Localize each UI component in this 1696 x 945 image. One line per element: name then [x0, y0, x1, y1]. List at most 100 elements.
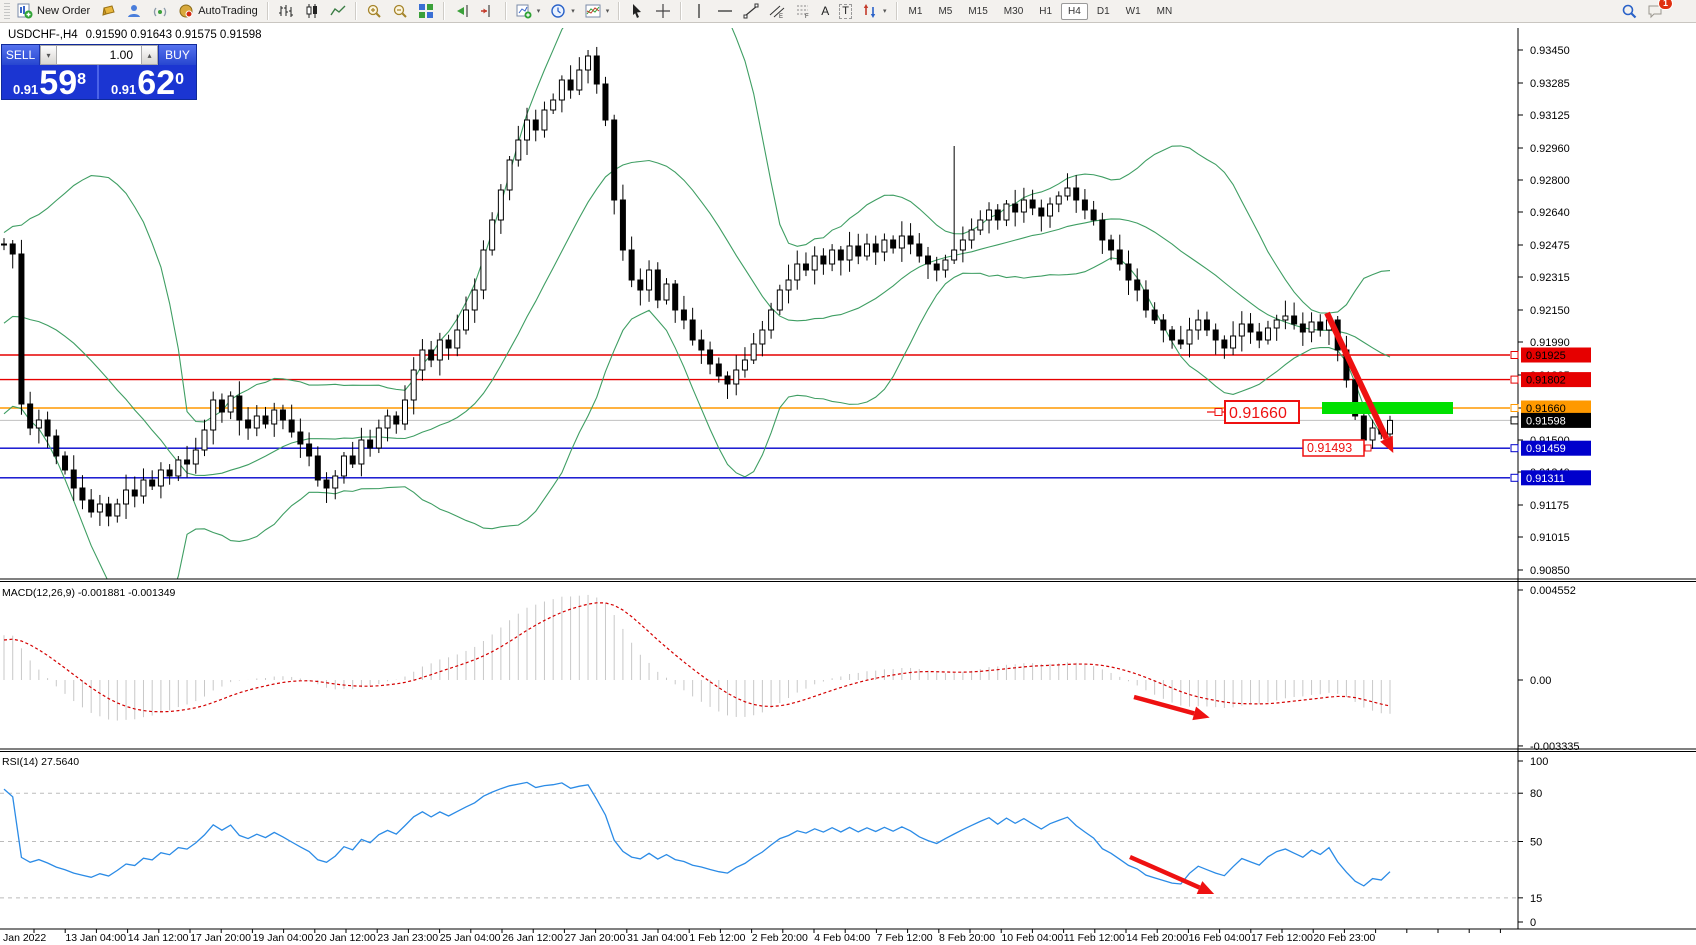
- volume-input[interactable]: 1.00: [57, 45, 141, 65]
- crosshair-tool-button[interactable]: [650, 0, 676, 22]
- zoom-in-button[interactable]: [361, 0, 387, 22]
- bollinger-bands: [3, 28, 1391, 579]
- timeframe-button-H1[interactable]: H1: [1039, 5, 1053, 17]
- depth-of-market-button[interactable]: [121, 0, 147, 22]
- toolbar-separator: [680, 2, 683, 20]
- line-chart-icon: [330, 3, 346, 19]
- text-tool-button[interactable]: A: [816, 0, 834, 22]
- trendline-tool-button[interactable]: [738, 0, 764, 22]
- svg-text:0.91925: 0.91925: [1526, 350, 1566, 362]
- price-line-tag: [1521, 400, 1591, 416]
- new-chart-dropdown[interactable]: [511, 0, 546, 22]
- buy-button[interactable]: BUY: [158, 45, 196, 65]
- new-order-label: New Order: [37, 5, 91, 17]
- new-order-button[interactable]: New Order: [12, 0, 95, 22]
- toolbar-separator: [266, 2, 269, 20]
- timeframe-button-M5[interactable]: M5: [938, 5, 953, 17]
- svg-text:23 Jan 23:00: 23 Jan 23:00: [377, 932, 438, 944]
- autotrading-button[interactable]: AutoTrading: [173, 0, 263, 22]
- cursor-icon: [629, 3, 645, 19]
- macd-label: MACD(12,26,9) -0.001881 -0.001349: [2, 587, 176, 599]
- trend-arrow-main-head: [1380, 435, 1394, 454]
- timeframe-button-H4[interactable]: H4: [1061, 2, 1088, 20]
- svg-text:16 Feb 04:00: 16 Feb 04:00: [1189, 932, 1251, 944]
- svg-text:0.91015: 0.91015: [1530, 532, 1570, 544]
- vertical-line-tool-button[interactable]: [686, 0, 712, 22]
- label-tool-button[interactable]: T: [834, 0, 857, 22]
- candlestick-chart-icon: [304, 3, 320, 19]
- timeframe-button-W1[interactable]: W1: [1125, 5, 1141, 17]
- timeframe-button-D1[interactable]: D1: [1096, 5, 1110, 17]
- sell-price-superscript: 8: [77, 71, 87, 88]
- timeframe-button-MN[interactable]: MN: [1156, 5, 1173, 17]
- svg-text:0.00: 0.00: [1530, 675, 1551, 687]
- line-chart-mode-button[interactable]: [325, 0, 351, 22]
- svg-text:0.004552: 0.004552: [1530, 585, 1576, 597]
- toolbar-separator: [895, 2, 898, 20]
- fibonacci-tool-button[interactable]: F: [790, 0, 816, 22]
- svg-text:26 Jan 12:00: 26 Jan 12:00: [502, 932, 563, 944]
- label-tool-icon: T: [839, 3, 853, 19]
- sell-price[interactable]: 0.91 59 8: [2, 65, 99, 100]
- volume-up-icon: ▴: [147, 50, 152, 60]
- svg-text:0.92960: 0.92960: [1530, 143, 1570, 155]
- svg-text:7 Feb 12:00: 7 Feb 12:00: [877, 932, 933, 944]
- price-callout-box[interactable]: [1224, 400, 1300, 424]
- trend-arrow-rsi[interactable]: [1129, 854, 1201, 890]
- auto-scroll-button[interactable]: [449, 0, 475, 22]
- autotrading-icon: [178, 3, 194, 19]
- timeframe-button-M1[interactable]: M1: [908, 5, 923, 17]
- zoom-out-button[interactable]: [387, 0, 413, 22]
- svg-text:0.91660: 0.91660: [1526, 403, 1566, 415]
- gold-button[interactable]: [95, 0, 121, 22]
- indicators-dropdown[interactable]: [580, 0, 615, 22]
- rsi-line: [3, 781, 1391, 887]
- channel-tool-button[interactable]: E: [764, 0, 790, 22]
- price-callout-box[interactable]: [1302, 439, 1365, 457]
- trend-arrow-main[interactable]: [1324, 311, 1390, 440]
- bar-chart-mode-button[interactable]: [273, 0, 299, 22]
- sell-button[interactable]: SELL: [2, 45, 40, 65]
- time-axis[interactable]: Jan 2022 13 Jan 04:00 14 Jan 12:00 17 Jan 2…: [3, 929, 1501, 944]
- price-axis[interactable]: 0.93450 0.93285 0.93125 0.92960 0.92800 0.926…: [1510, 45, 1591, 577]
- timeframe-button-M15[interactable]: M15: [968, 5, 988, 17]
- period-dropdown[interactable]: [545, 0, 580, 22]
- symbol-period-label: USDCHF-,H4: [8, 29, 78, 41]
- indicators-icon: [585, 3, 601, 19]
- volume-up-button[interactable]: ▴: [141, 45, 158, 65]
- svg-text:19 Jan 04:00: 19 Jan 04:00: [253, 932, 314, 944]
- svg-text:27 Jan 20:00: 27 Jan 20:00: [565, 932, 626, 944]
- indicator-axes: 0.004552 0.00 -0.003335 100 80 50 15 0: [1518, 585, 1580, 929]
- shapes-dropdown[interactable]: [857, 0, 892, 22]
- sell-price-prefix: 0.91: [12, 82, 39, 97]
- signal-icon: [152, 3, 168, 19]
- green-highlight-bar[interactable]: [1322, 402, 1453, 414]
- trend-arrow-macd[interactable]: [1133, 694, 1195, 716]
- search-button[interactable]: [1616, 0, 1642, 22]
- horizontal-line-tool-button[interactable]: [712, 0, 738, 22]
- bar-chart-icon: [278, 3, 294, 19]
- macd-signal-line: [3, 602, 1391, 713]
- shapes-icon: [862, 3, 878, 19]
- timeframe-button-M30[interactable]: M30: [1003, 5, 1024, 17]
- equidistant-channel-icon: E: [769, 3, 785, 20]
- notifications-button[interactable]: 1: [1642, 0, 1673, 22]
- vertical-line-icon: [691, 3, 707, 19]
- buy-price[interactable]: 0.91 62 0: [99, 65, 196, 100]
- cursor-tool-button[interactable]: [624, 0, 650, 22]
- horizontal-line-icon: [717, 3, 733, 19]
- tile-windows-icon: [418, 3, 434, 19]
- signal-button[interactable]: [147, 0, 173, 22]
- toolbar-grip[interactable]: [4, 3, 10, 19]
- candle-chart-mode-button[interactable]: [299, 0, 325, 22]
- chart-shift-button[interactable]: [475, 0, 501, 22]
- tile-windows-button[interactable]: [413, 0, 439, 22]
- zoom-out-icon: [392, 3, 408, 19]
- volume-down-icon: ▾: [46, 50, 51, 60]
- svg-text:10 Feb 04:00: 10 Feb 04:00: [1001, 932, 1063, 944]
- svg-text:15: 15: [1530, 893, 1542, 905]
- svg-text:14 Jan 12:00: 14 Jan 12:00: [128, 932, 189, 944]
- volume-down-button[interactable]: ▾: [40, 45, 57, 65]
- svg-text:100: 100: [1530, 756, 1548, 768]
